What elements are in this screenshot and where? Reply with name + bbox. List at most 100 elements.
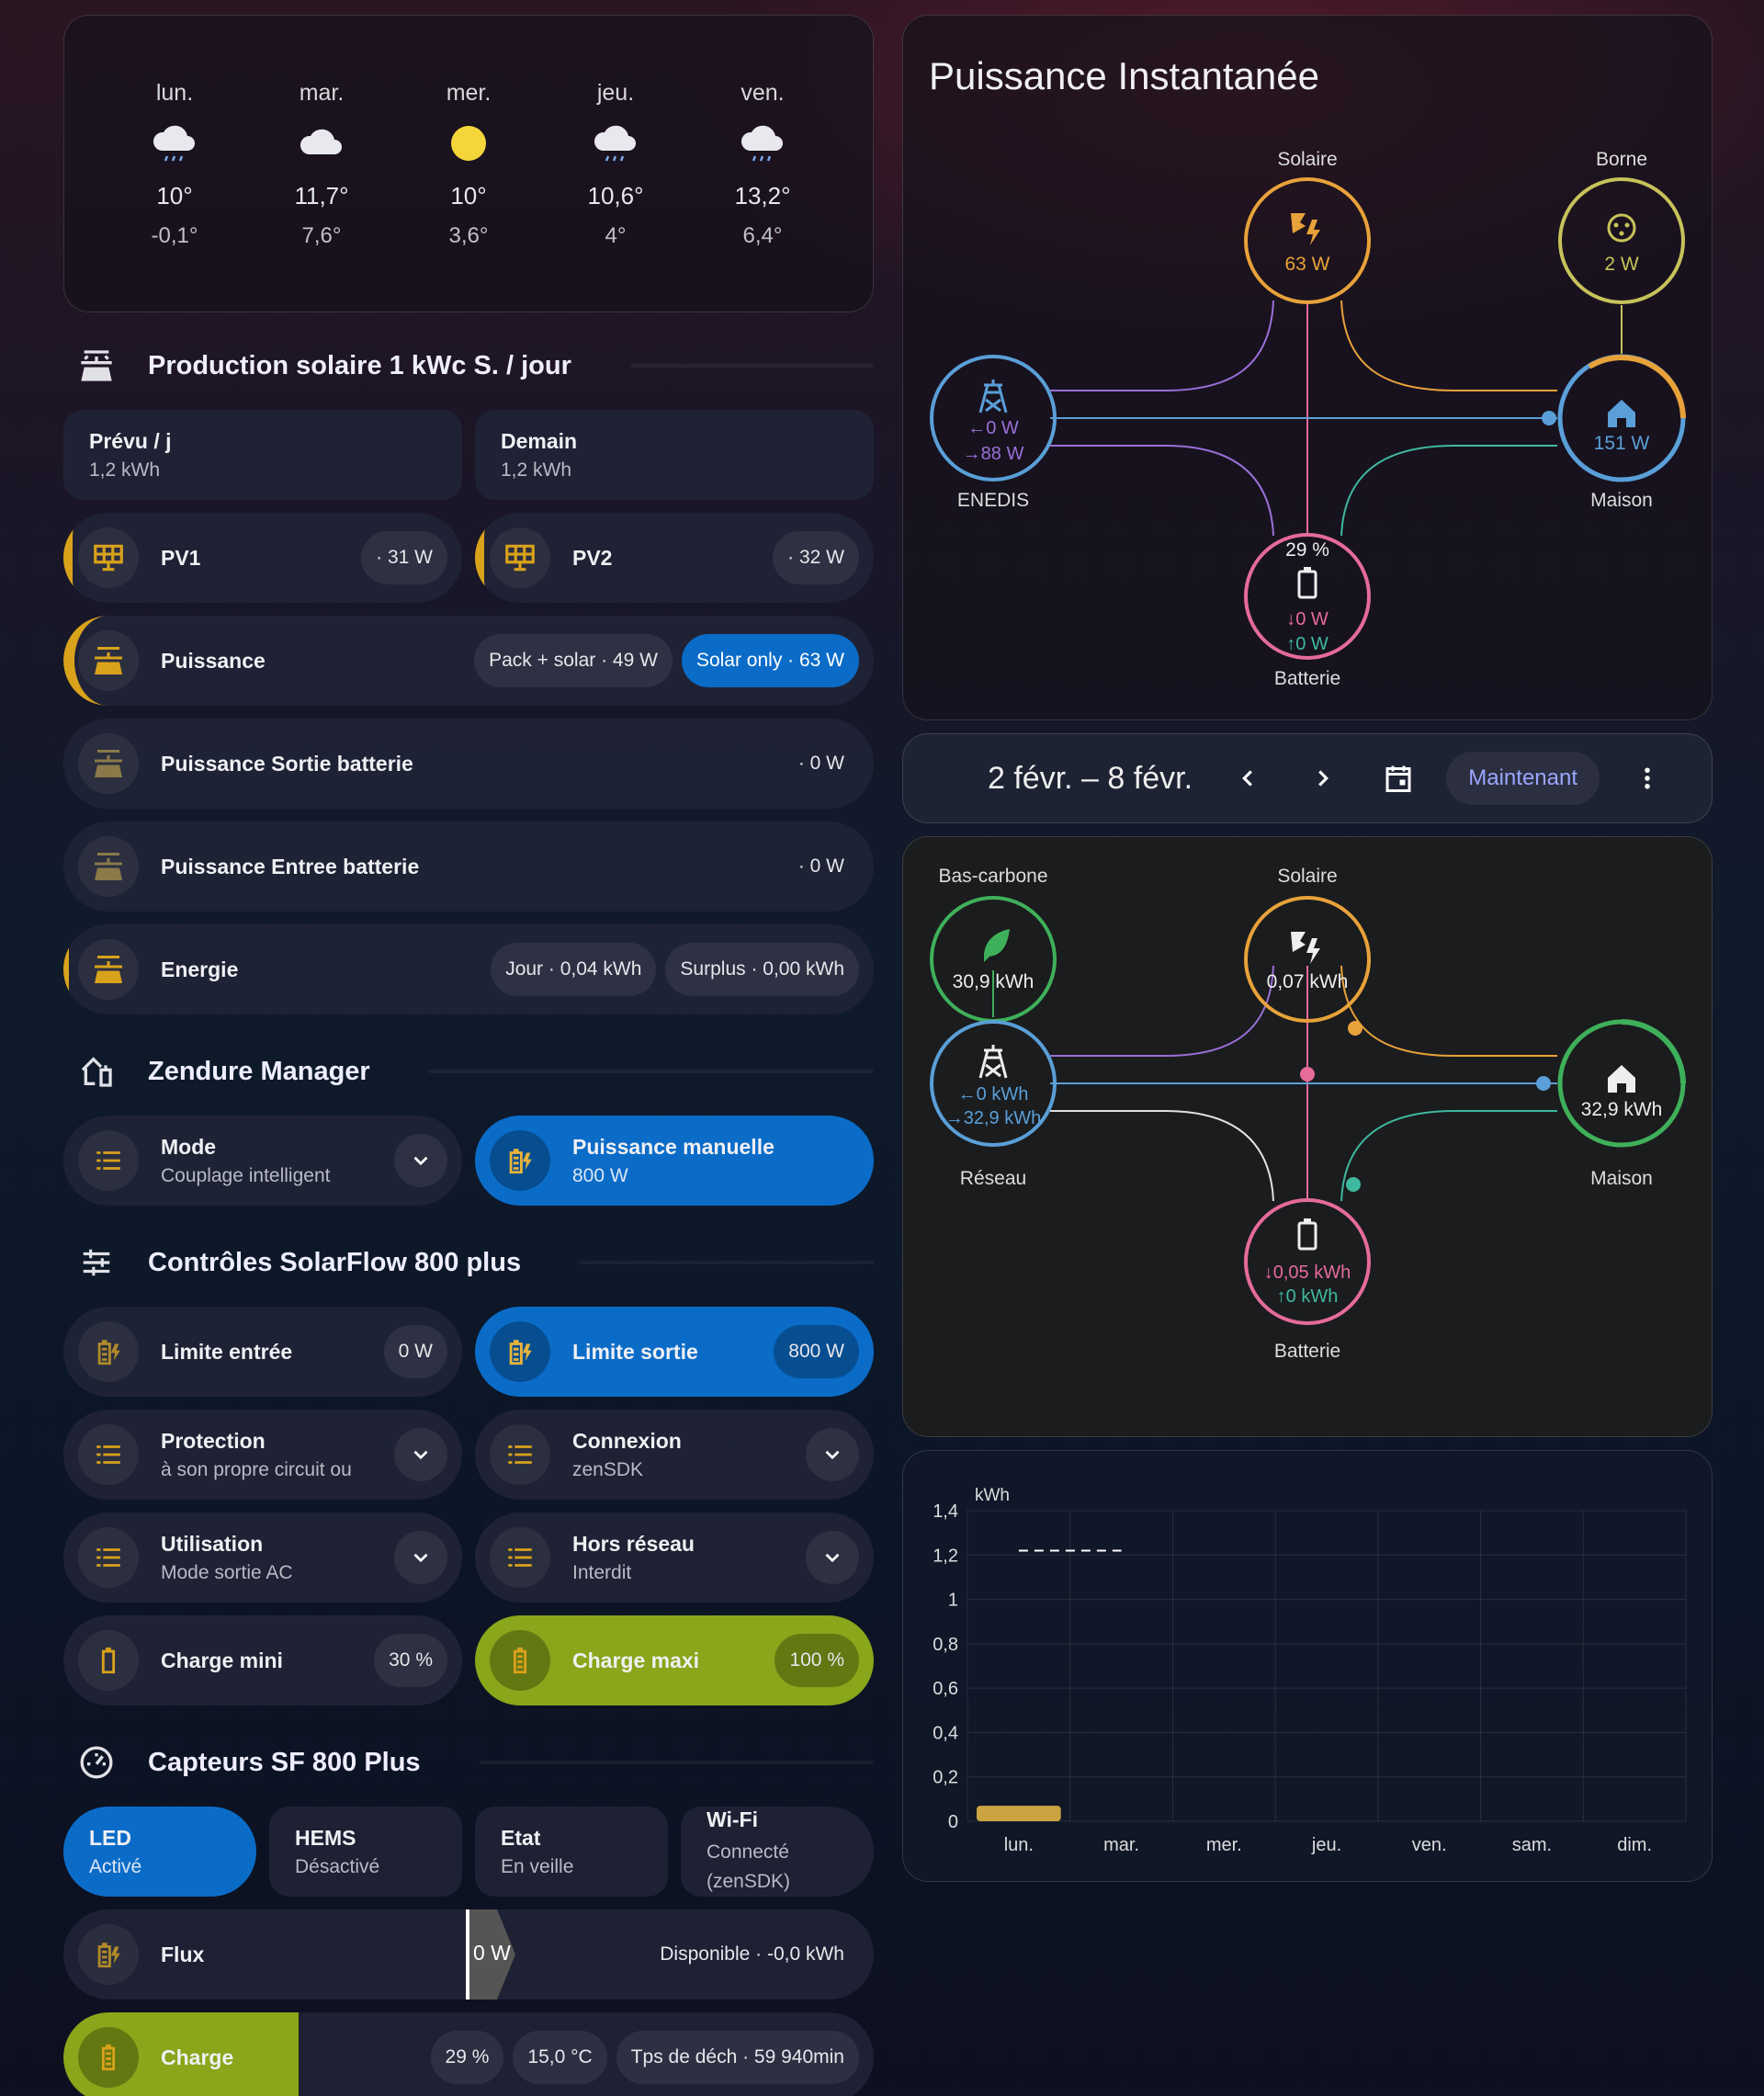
chart-y-tick: 1,2	[933, 1546, 958, 1566]
solar-label: Solaire	[1277, 149, 1337, 170]
energy-flow-diagram: 30,9 kWh Bas-carbone 0,07 kWh Solaire ←0…	[930, 866, 1686, 1362]
energie-tile[interactable]: Energie Jour · 0,04 kWh Surplus · 0,00 k…	[63, 924, 874, 1014]
charge-temperature: 15,0 °C	[513, 2031, 607, 2084]
weather-day: ven. 13,2° 6,4°	[707, 80, 818, 312]
weather-day: jeu. 10,6° 4°	[560, 80, 671, 312]
grid-energy-label: Réseau	[960, 1168, 1026, 1189]
utilisation-value: Mode sortie AC	[161, 1561, 293, 1583]
entree-batterie-tile[interactable]: Puissance Entree batterie · 0 W	[63, 821, 874, 912]
energy-bar-chart: 0 0,2 0,4 0,6 0,8 1 1,2 1,4 kWh lun. mar. mer. jeu. v…	[933, 1486, 1687, 1855]
pack-solar-badge[interactable]: Pack + solar · 49 W	[474, 634, 673, 687]
solar-section-header: Production solaire 1 kWc S. / jour	[63, 322, 874, 410]
chevron-down-icon[interactable]	[394, 1428, 447, 1481]
limites-row: Limite entrée 0 W Limite sortie 800 W	[63, 1307, 874, 1397]
etat-value: En veille	[501, 1855, 574, 1877]
charge-limits-row: Charge mini 30 % Charge maxi 100 %	[63, 1615, 874, 1705]
borne-label: Borne	[1596, 149, 1647, 170]
puissance-row: Puissance Pack + solar · 49 W Solar only…	[63, 616, 874, 706]
puissance-tile[interactable]: Puissance Pack + solar · 49 W Solar only…	[63, 616, 874, 706]
more-vertical-icon[interactable]	[1620, 751, 1675, 806]
forecast-today-value: 1,2 kWh	[89, 459, 161, 481]
pv2-value: · 32 W	[773, 531, 859, 584]
manuelle-value: 800 W	[572, 1164, 628, 1186]
protection-label: Protection	[161, 1428, 266, 1453]
list-icon	[78, 1424, 139, 1485]
charge-maxi-tile[interactable]: Charge maxi 100 %	[475, 1615, 874, 1705]
list-icon	[78, 1527, 139, 1588]
forecast-tomorrow-value: 1,2 kWh	[501, 459, 572, 481]
forecast-tomorrow[interactable]: Demain 1,2 kWh	[475, 410, 874, 500]
chart-x-tick: mar.	[1103, 1835, 1139, 1855]
list-icon	[490, 1527, 550, 1588]
zendure-section-title: Zendure Manager	[148, 1056, 370, 1086]
weather-day: mer. 10° 3,6°	[413, 80, 524, 312]
etat-tile[interactable]: Etat En veille	[475, 1807, 668, 1897]
led-tile[interactable]: LED Activé	[63, 1807, 256, 1897]
limite-entree-tile[interactable]: Limite entrée 0 W	[63, 1307, 462, 1397]
chevron-left-icon[interactable]	[1220, 751, 1275, 806]
solar-panel-icon	[78, 527, 139, 588]
weather-high: 10°	[450, 182, 487, 210]
pv2-tile[interactable]: PV2 · 32 W	[475, 513, 874, 603]
chevron-right-icon[interactable]	[1295, 751, 1351, 806]
lowcarbon-value: 30,9 kWh	[953, 971, 1035, 992]
home-label: Maison	[1590, 490, 1653, 511]
solar-only-badge[interactable]: Solar only · 63 W	[681, 634, 859, 687]
mode-select[interactable]: Mode Couplage intelligent	[63, 1116, 462, 1206]
zendure-section-header: Zendure Manager	[63, 1027, 874, 1116]
solar-power-icon	[78, 733, 139, 794]
chart-y-tick: 0	[948, 1812, 958, 1832]
chevron-down-icon[interactable]	[806, 1531, 859, 1584]
now-button[interactable]: Maintenant	[1446, 752, 1600, 805]
entree-batterie-label: Puissance Entree batterie	[161, 854, 420, 878]
chart-x-tick: jeu.	[1311, 1835, 1341, 1855]
limite-sortie-tile[interactable]: Limite sortie 800 W	[475, 1307, 874, 1397]
solar-section-title: Production solaire 1 kWc S. / jour	[148, 350, 571, 380]
chevron-down-icon[interactable]	[394, 1134, 447, 1187]
hems-tile[interactable]: HEMS Désactivé	[269, 1807, 462, 1897]
chart-y-tick: 0,4	[933, 1723, 958, 1743]
cloud-rain-icon	[588, 118, 643, 169]
calendar-icon[interactable]	[1371, 751, 1426, 806]
instant-flow-diagram: 63 W Solaire 2 W Borne ←0 W →88 W ENEDIS…	[930, 149, 1686, 689]
charge-tile[interactable]: Charge 29 % 15,0 °C Tps de déch · 59 940…	[63, 2012, 874, 2096]
pv1-value: · 31 W	[361, 531, 447, 584]
lowcarbon-label: Bas-carbone	[938, 866, 1047, 887]
chart-x-tick: ven.	[1412, 1835, 1447, 1855]
chart-y-tick: 1,4	[933, 1501, 958, 1522]
charge-mini-tile[interactable]: Charge mini 30 %	[63, 1615, 462, 1705]
sensors-section-header: Capteurs SF 800 Plus	[63, 1718, 874, 1807]
forecast-today[interactable]: Prévu / j 1,2 kWh	[63, 410, 462, 500]
cloud-rain-icon	[147, 118, 202, 169]
chevron-down-icon[interactable]	[394, 1531, 447, 1584]
limite-sortie-value: 800 W	[774, 1325, 859, 1378]
weather-low: 7,6°	[301, 223, 342, 248]
wifi-value: Connecté (zenSDK)	[707, 1841, 791, 1892]
pv1-label: PV1	[161, 545, 201, 570]
connexion-label: Connexion	[572, 1428, 682, 1453]
protection-select[interactable]: Protection à son propre circuit ou	[63, 1410, 462, 1500]
chevron-down-icon[interactable]	[806, 1428, 859, 1481]
hems-value: Désactivé	[295, 1855, 380, 1877]
energie-label: Energie	[161, 957, 239, 981]
utilisation-select[interactable]: Utilisation Mode sortie AC	[63, 1513, 462, 1603]
sortie-batterie-row: Puissance Sortie batterie · 0 W	[63, 719, 874, 809]
hors-reseau-select[interactable]: Hors réseau Interdit	[475, 1513, 874, 1603]
left-column: lun. 10° -0,1° mar. 11,7° 7,6° mer. 10° 3,…	[63, 15, 874, 2096]
instant-power-title: Puissance Instantanée	[929, 54, 1319, 97]
wifi-tile[interactable]: Wi-Fi Connecté (zenSDK)	[681, 1807, 874, 1897]
battery-full-icon	[78, 2027, 139, 2088]
charge-maxi-label: Charge maxi	[572, 1648, 700, 1672]
flux-label: Flux	[161, 1942, 205, 1966]
connexion-select[interactable]: Connexion zenSDK	[475, 1410, 874, 1500]
pv1-tile[interactable]: PV1 · 31 W	[63, 513, 462, 603]
flux-value: 0 W	[473, 1941, 511, 1965]
flux-center-marker	[466, 1909, 469, 2000]
flux-tile[interactable]: Flux 0 W Disponible · -0,0 kWh	[63, 1909, 874, 2000]
protection-row: Protection à son propre circuit ou Connex…	[63, 1410, 874, 1500]
weather-day-name: mer.	[446, 80, 492, 106]
sortie-batterie-tile[interactable]: Puissance Sortie batterie · 0 W	[63, 719, 874, 809]
battery-charging-icon	[78, 1321, 139, 1382]
puissance-manuelle-tile[interactable]: Puissance manuelle 800 W	[475, 1116, 874, 1206]
sensors-row: LED Activé HEMS Désactivé Etat En veille Wi…	[63, 1807, 874, 1897]
